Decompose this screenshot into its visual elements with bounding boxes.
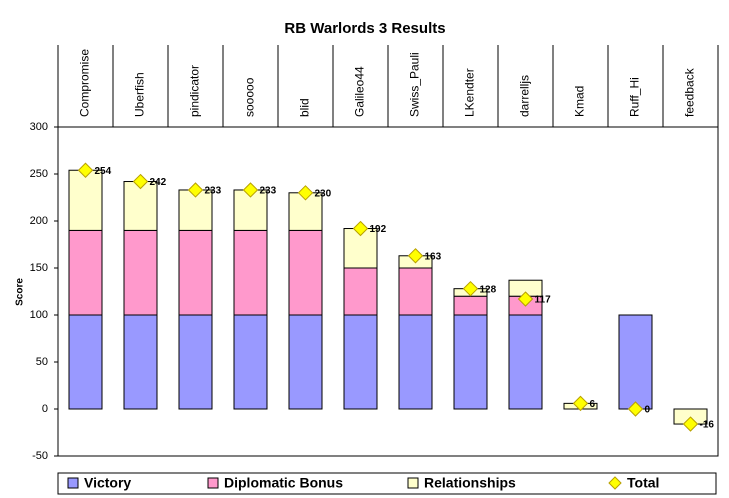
- total-label: 242: [150, 177, 167, 188]
- x-tick-label: Galileo44: [353, 66, 367, 117]
- total-marker: [187, 182, 204, 198]
- bar-segment: [508, 314, 543, 410]
- legend-label: Diplomatic Bonus: [224, 475, 343, 491]
- total-marker: [627, 401, 644, 417]
- bar-segment: [453, 295, 488, 316]
- bar-segment: [343, 267, 378, 316]
- bar-segment: [343, 314, 378, 410]
- bar-segment: [398, 267, 433, 316]
- total-label: 254: [95, 166, 112, 177]
- total-marker: [352, 220, 369, 237]
- y-tick-label: 150: [30, 262, 48, 274]
- total-label: 233: [260, 186, 277, 197]
- total-marker: [517, 291, 534, 307]
- bar-segment: [68, 169, 103, 231]
- bar-segment: [288, 314, 323, 410]
- x-tick-label: Kmad: [573, 86, 587, 117]
- x-tick-label: pindicator: [188, 65, 202, 117]
- total-marker: [77, 162, 94, 178]
- bar-segment: [68, 314, 103, 410]
- bar-segment: [233, 229, 268, 316]
- chart-title: RB Warlords 3 Results: [284, 20, 445, 37]
- total-label: 0: [645, 405, 651, 416]
- legend-label: Total: [627, 475, 659, 491]
- total-marker: [407, 248, 424, 264]
- x-tick-label: blid: [298, 98, 312, 117]
- total-marker: [242, 182, 259, 198]
- total-label: 192: [370, 224, 387, 235]
- legend-swatch: [608, 476, 622, 490]
- y-tick-label: -50: [32, 450, 48, 462]
- bar-segment: [178, 229, 213, 316]
- total-label: 163: [425, 251, 442, 262]
- bar-segment: [68, 229, 103, 316]
- legend-label: Victory: [84, 475, 131, 491]
- legend-label: Relationships: [424, 475, 516, 491]
- y-tick-label: 300: [30, 121, 48, 133]
- total-marker: [462, 280, 479, 297]
- y-tick-label: 200: [30, 215, 48, 227]
- bar-segment: [398, 314, 433, 410]
- bar-segment: [178, 314, 213, 410]
- y-tick-label: 100: [30, 309, 48, 321]
- x-tick-label: Compromise: [78, 49, 92, 117]
- x-tick-label: LKendter: [463, 68, 477, 117]
- bar-segment: [233, 314, 268, 410]
- x-tick-label: Swiss_Pauli: [408, 52, 422, 117]
- total-label: 233: [205, 186, 222, 197]
- total-label: 128: [480, 284, 497, 295]
- bar-segment: [123, 229, 158, 316]
- legend-swatch: [207, 477, 219, 489]
- x-tick-label: darrelljs: [518, 75, 532, 117]
- bar-segment: [288, 229, 323, 316]
- plot-area: [57, 126, 719, 457]
- y-tick-label: 50: [36, 356, 48, 368]
- x-tick-label: Uberfish: [133, 72, 147, 117]
- legend-swatch: [407, 477, 419, 489]
- x-tick-label: sooooo: [243, 77, 257, 117]
- legend: [57, 472, 717, 495]
- x-tick-label: feedback: [683, 67, 697, 117]
- bar-segment: [123, 314, 158, 410]
- bar-segment: [123, 181, 158, 231]
- total-label: 230: [315, 188, 332, 199]
- x-tick-label: Ruff_Hi: [628, 77, 642, 117]
- total-label: 117: [535, 295, 552, 306]
- total-label: 6: [590, 399, 596, 410]
- total-marker: [682, 416, 699, 432]
- legend-swatch: [67, 477, 79, 489]
- y-tick-label: 250: [30, 168, 48, 180]
- total-marker: [572, 395, 589, 412]
- total-marker: [297, 185, 314, 201]
- y-axis-label: Score: [15, 278, 26, 306]
- y-tick-label: 0: [42, 403, 48, 415]
- bar-segment: [618, 314, 653, 410]
- total-marker: [132, 173, 149, 190]
- total-label: -16: [700, 420, 715, 431]
- bar-segment: [453, 314, 488, 410]
